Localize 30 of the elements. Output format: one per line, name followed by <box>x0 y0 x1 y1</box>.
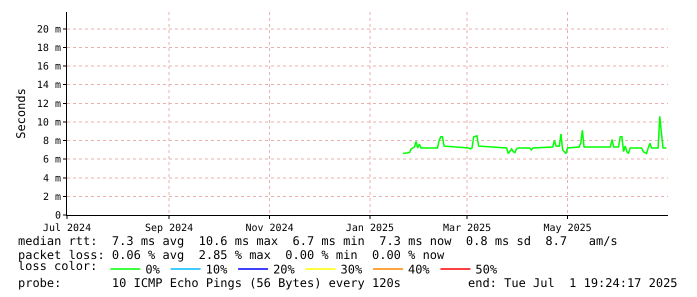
x-tick-label: Nov 2024 <box>245 223 294 234</box>
y-tick-label: 10 m <box>36 117 61 128</box>
y-tick-label: 6 m <box>42 154 61 166</box>
legend-label: 0% <box>145 262 161 277</box>
legend-label: 20% <box>273 262 296 277</box>
text: median rtt: 7.3 ms avg 10.6 ms max 6.7 ms min 7.3 ms now 0.8 ms sd 8.7 am/s <box>18 234 618 248</box>
legend-label: 10% <box>206 262 228 277</box>
line-series <box>402 116 668 154</box>
y-tick-label: 0 <box>54 210 61 222</box>
legend-label: 30% <box>340 262 363 277</box>
x-tick-label: Jul 2024 <box>42 223 92 234</box>
y-tick-label: 12 m <box>36 98 61 110</box>
legend-label: 50% <box>475 262 498 277</box>
y-tick-label: 18 m <box>36 42 61 54</box>
text: probe: 10 ICMP Echo Pings (56 Bytes) every 120s <box>18 276 401 290</box>
legend-title: loss color: <box>18 259 98 274</box>
text: packet loss: 0.06 % avg 2.85 % max 0.00 % min 0.00 % now <box>18 248 446 262</box>
legend-label: 40% <box>408 262 430 277</box>
y-tick-label: 16 m <box>36 62 61 73</box>
x-tick-label: Mar 2025 <box>443 223 492 234</box>
x-tick-label: Sep 2024 <box>145 223 194 234</box>
x-tick-label: Jan 2025 <box>346 223 394 234</box>
y-tick-label: 20 m <box>36 24 61 36</box>
y-axis-title: Seconds <box>14 88 28 139</box>
text: end: Tue Jul 1 19:24:17 2025 <box>468 276 678 290</box>
y-tick-label: 2 m <box>42 192 61 203</box>
x-tick-label: May 2025 <box>543 223 592 234</box>
y-tick-label: 14 m <box>36 80 61 92</box>
y-tick-label: 4 m <box>42 173 61 184</box>
y-tick-label: 8 m <box>42 136 61 147</box>
